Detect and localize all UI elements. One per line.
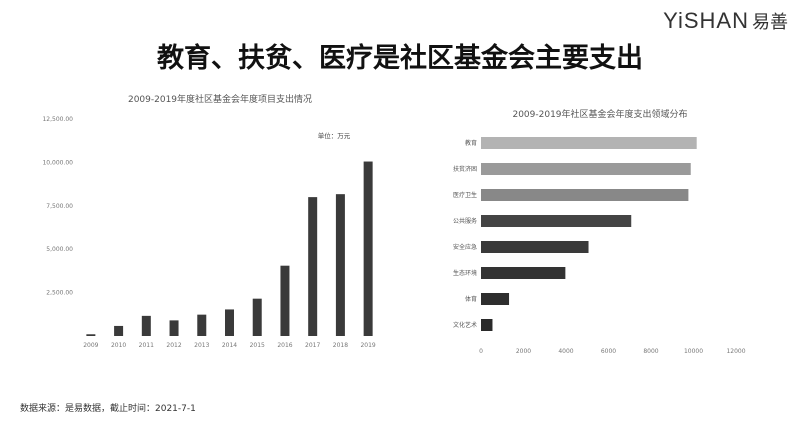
x-tick-label: 2018 [333, 342, 348, 349]
bar [169, 320, 179, 336]
category-label: 安全应急 [453, 243, 477, 251]
y-tick-label: 10,000.00 [42, 159, 73, 166]
bar [280, 265, 290, 336]
category-label: 公共服务 [453, 217, 477, 225]
category-label: 扶贫济困 [453, 165, 477, 173]
bar [225, 309, 234, 336]
bar [114, 325, 124, 336]
left-chart-panel: 2009-2019年度社区基金会年度项目支出情况 单位：万元 2,500.00 5… [20, 88, 400, 366]
bar [481, 319, 493, 331]
x-tick-label: 2000 [516, 348, 531, 355]
brand-logo-cjk: 易善 [752, 12, 788, 33]
category-label: 体育 [465, 295, 477, 303]
left-chart-unit-label: 单位：万元 [318, 131, 351, 140]
field-distribution-bar-chart: 2009-2019年社区基金会年度支出领域分布 教育扶贫济困医疗卫生公共服务安全… [453, 108, 746, 355]
x-tick-label: 2010 [111, 342, 126, 349]
bar [481, 293, 510, 305]
x-tick-label: 2015 [250, 342, 265, 349]
bar [481, 267, 566, 279]
y-tick-label: 7,500.00 [46, 203, 73, 210]
y-tick-label: 12,500.00 [42, 116, 73, 123]
bar [308, 197, 318, 336]
bar [363, 161, 373, 336]
x-tick-label: 2012 [166, 342, 181, 349]
x-tick-label: 10000 [684, 348, 703, 355]
x-tick-label: 2011 [139, 342, 154, 349]
left-chart-title: 2009-2019年度社区基金会年度项目支出情况 [128, 93, 312, 105]
bar [86, 334, 96, 336]
data-source-note: 数据来源：是易数据，截止时间：2021-7-1 [20, 404, 196, 414]
brand-logo-latin: YiSHAN [663, 8, 749, 33]
x-tick-label: 2017 [305, 342, 320, 349]
annual-expenditure-bar-chart: 2009-2019年度社区基金会年度项目支出情况 单位：万元 2,500.00 5… [42, 93, 375, 349]
y-tick-label: 2,500.00 [46, 290, 73, 297]
category-label: 教育 [465, 139, 477, 147]
category-label: 生态环境 [453, 269, 477, 277]
bar [197, 314, 207, 336]
bar [481, 215, 632, 227]
category-label: 医疗卫生 [453, 191, 477, 199]
right-chart-title: 2009-2019年社区基金会年度支出领域分布 [512, 108, 687, 120]
x-tick-label: 2019 [360, 342, 375, 349]
left-chart-marks: 2,500.00 5,000.00 7,500.00 10,000.00 12,500.… [42, 116, 375, 349]
x-tick-label: 8000 [643, 348, 658, 355]
brand-logo: YiSHAN 易善 [663, 8, 788, 34]
x-tick-label: 2014 [222, 342, 237, 349]
x-tick-label: 6000 [601, 348, 616, 355]
slide-headline: 教育、扶贫、医疗是社区基金会主要支出 [157, 43, 643, 74]
x-tick-label: 2009 [83, 342, 98, 349]
bar [481, 137, 697, 149]
x-tick-label: 2016 [277, 342, 292, 349]
bar [481, 189, 689, 201]
x-tick-label: 4000 [558, 348, 573, 355]
x-tick-label: 0 [479, 348, 483, 355]
bar [335, 194, 345, 336]
right-chart-panel: 2009-2019年社区基金会年度支出领域分布 教育扶贫济困医疗卫生公共服务安全… [420, 96, 780, 364]
bar [481, 241, 589, 253]
category-label: 文化艺术 [453, 321, 477, 329]
x-tick-label: 2013 [194, 342, 209, 349]
bar [252, 298, 262, 336]
bar [481, 163, 691, 175]
y-tick-label: 5,000.00 [46, 246, 73, 253]
bar [141, 315, 151, 336]
x-tick-label: 12000 [726, 348, 745, 355]
